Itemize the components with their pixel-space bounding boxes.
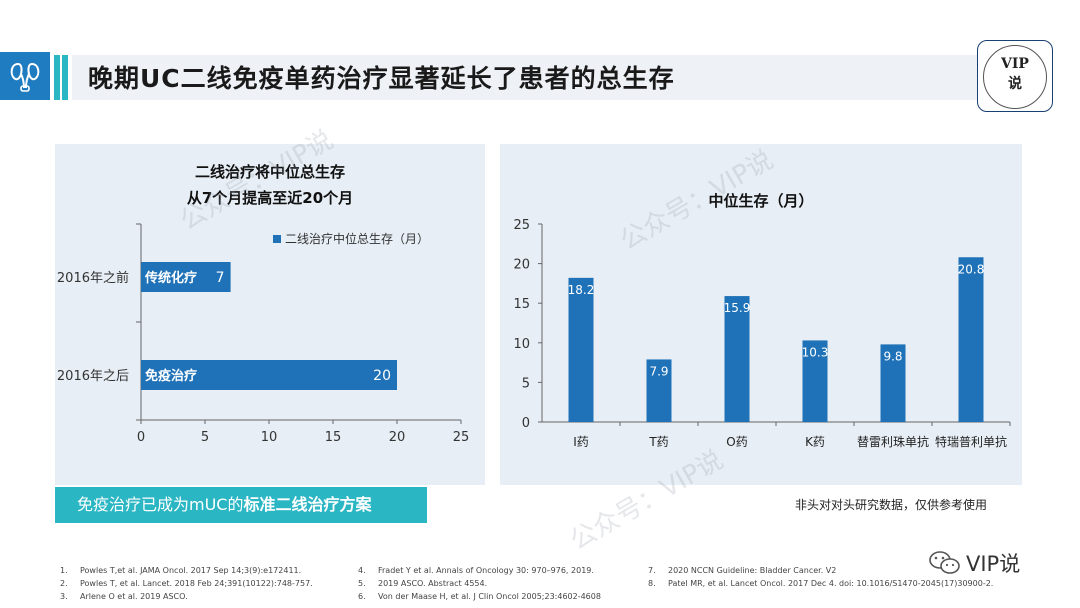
bar-value-label: 20.8 bbox=[958, 262, 985, 276]
bar-value-label: 15.9 bbox=[724, 301, 751, 315]
y-tick-label: 25 bbox=[513, 218, 530, 233]
bar bbox=[724, 296, 750, 422]
y-tick-label: 20 bbox=[513, 258, 530, 273]
reference-text: Patel MR, et al. Lancet Oncol. 2017 Dec … bbox=[668, 579, 994, 588]
bar-value-label: 7 bbox=[216, 270, 225, 286]
horizontal-bar-chart: 二线治疗中位总生存（月） 0 5 10 15 20 25 2016年之前 传统化疗 7 2016年之… bbox=[57, 223, 470, 445]
reference-text: Powles T,et al. JAMA Oncol. 2017 Sep 14;… bbox=[80, 566, 302, 575]
legend-swatch bbox=[273, 235, 281, 243]
reference-number: 1. bbox=[60, 566, 68, 575]
bar bbox=[880, 344, 906, 422]
y-tick-label: 10 bbox=[513, 337, 530, 352]
category-label: 特瑞普利单抗 bbox=[935, 434, 1007, 449]
vip-badge-line1: VIP bbox=[1001, 56, 1029, 72]
bar-name-label: 免疫治疗 bbox=[145, 368, 197, 384]
bar-value-label: 20 bbox=[373, 368, 391, 384]
reference-text: Fradet Y et al. Annals of Oncology 30: 9… bbox=[378, 566, 594, 575]
category-label: 替雷利珠单抗 bbox=[857, 434, 929, 449]
reference-text: 2020 NCCN Guideline: Bladder Cancer. V2 bbox=[668, 566, 837, 575]
reference-text: 2019 ASCO. Abstract 4554. bbox=[378, 579, 488, 588]
bar-value-label: 10.3 bbox=[802, 345, 829, 359]
y-tick-label: 5 bbox=[522, 376, 530, 391]
right-chart-title: 中位生存（月） bbox=[708, 192, 814, 210]
vip-badge: VIP 说 bbox=[977, 40, 1053, 112]
title-accent-bar bbox=[62, 55, 68, 100]
bar bbox=[802, 340, 828, 422]
category-label: 2016年之前 bbox=[57, 270, 129, 286]
reference-number: 7. bbox=[648, 566, 656, 575]
reference-text: Von der Maase H, et al. J Clin Oncol 200… bbox=[378, 592, 601, 601]
reference-item: 4. Fradet Y et al. Annals of Oncology 30:… bbox=[358, 566, 594, 575]
right-chart-panel: 中位生存（月） 0 5 10 15 20 25 18.2 I药 7.9 T药 15.9 O药 10.3 K… bbox=[500, 144, 1022, 485]
bar bbox=[646, 359, 672, 422]
reference-item: 2. Powles T, et al. Lancet. 2018 Feb 24;3… bbox=[60, 579, 313, 588]
bar-value-label: 7.9 bbox=[649, 364, 668, 378]
page-title: 晚期UC二线免疫单药治疗显著延长了患者的总生存 bbox=[88, 64, 675, 93]
vip-badge-line2: 说 bbox=[1008, 76, 1022, 92]
reference-number: 5. bbox=[358, 579, 366, 588]
bar bbox=[141, 360, 397, 390]
category-label: I药 bbox=[573, 435, 589, 449]
wechat-label: VIP说 bbox=[966, 552, 1021, 576]
y-tick-label: 15 bbox=[513, 297, 530, 312]
x-tick-label: 5 bbox=[201, 430, 209, 445]
reference-text: Arlene O et al. 2019 ASCO. bbox=[80, 592, 188, 601]
x-tick-label: 15 bbox=[325, 430, 342, 445]
x-tick-label: 20 bbox=[389, 430, 406, 445]
reference-number: 4. bbox=[358, 566, 366, 575]
reference-number: 3. bbox=[60, 592, 68, 601]
bar bbox=[141, 262, 231, 292]
conclusion-banner: 免疫治疗已成为mUC的标准二线治疗方案 bbox=[55, 487, 427, 523]
bar-value-label: 18.2 bbox=[568, 283, 595, 297]
reference-item: 5. 2019 ASCO. Abstract 4554. bbox=[358, 579, 487, 588]
reference-item: 6. Von der Maase H, et al. J Clin Oncol 2… bbox=[358, 592, 601, 601]
category-label: O药 bbox=[726, 435, 747, 449]
reference-item: 1. Powles T,et al. JAMA Oncol. 2017 Sep 1… bbox=[60, 566, 301, 575]
title-bar bbox=[72, 55, 1032, 100]
y-tick-label: 0 bbox=[522, 416, 530, 431]
reference-number: 6. bbox=[358, 592, 366, 601]
bar bbox=[568, 277, 594, 422]
reference-text: Powles T, et al. Lancet. 2018 Feb 24;391… bbox=[80, 579, 313, 588]
kidney-logo-icon bbox=[0, 52, 50, 100]
title-accent-bar bbox=[54, 55, 60, 100]
bar-name-label: 传统化疗 bbox=[144, 270, 197, 286]
reference-number: 8. bbox=[648, 579, 656, 588]
x-tick-label: 25 bbox=[453, 430, 470, 445]
category-label: T药 bbox=[648, 435, 668, 449]
left-chart-panel: 二线治疗将中位总生存 从7个月提高至近20个月 二线治疗中位总生存（月） 0 5 10… bbox=[55, 144, 485, 485]
disclaimer-note: 非头对对头研究数据，仅供参考使用 bbox=[795, 498, 988, 512]
reference-item: 7. 2020 NCCN Guideline: Bladder Cancer. V… bbox=[648, 566, 836, 575]
legend-label: 二线治疗中位总生存（月） bbox=[285, 231, 429, 246]
conclusion-bold: 标准二线治疗方案 bbox=[243, 495, 372, 514]
x-tick-label: 10 bbox=[261, 430, 278, 445]
category-label: 2016年之后 bbox=[57, 369, 129, 384]
left-chart-title-line2: 从7个月提高至近20个月 bbox=[186, 189, 354, 207]
wechat-icon bbox=[929, 551, 960, 574]
category-label: K药 bbox=[805, 435, 825, 449]
reference-number: 2. bbox=[60, 579, 68, 588]
vertical-bar-chart: 0 5 10 15 20 25 18.2 I药 7.9 T药 15.9 O药 10.3 K药 9.8 替雷利珠… bbox=[513, 218, 1011, 449]
reference-item: 3. Arlene O et al. 2019 ASCO. bbox=[60, 592, 188, 601]
bar-value-label: 9.8 bbox=[883, 349, 902, 363]
bar bbox=[958, 257, 984, 422]
conclusion-prefix: 免疫治疗已成为mUC的 bbox=[77, 495, 244, 514]
reference-item: 8. Patel MR, et al. Lancet Oncol. 2017 De… bbox=[648, 579, 993, 588]
x-tick-label: 0 bbox=[137, 430, 145, 445]
left-chart-title-line1: 二线治疗将中位总生存 bbox=[194, 163, 345, 181]
